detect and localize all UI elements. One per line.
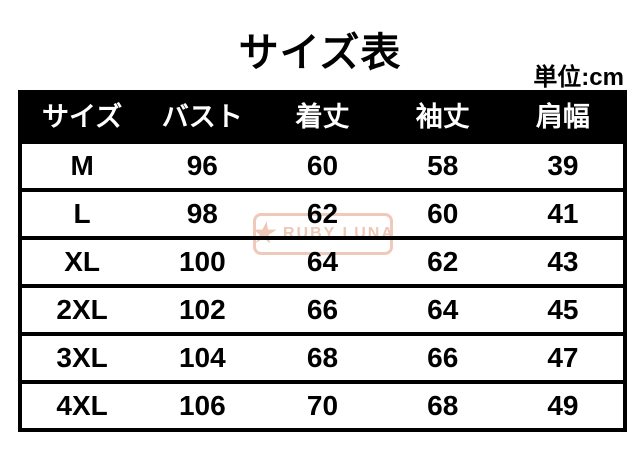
header-cell-size: サイズ [42, 101, 123, 132]
unit-label: 単位:cm [533, 64, 624, 91]
cell-length: 70 [306, 390, 339, 421]
cell-bust: 104 [178, 342, 226, 373]
cell-size: XL [64, 246, 100, 277]
cell-bust: 106 [178, 390, 226, 421]
cell-bust: 96 [186, 150, 218, 181]
cell-sleeve: 62 [427, 246, 459, 277]
cell-length: 68 [306, 342, 339, 373]
cell-bust: 100 [178, 246, 226, 277]
cell-shoulder: 45 [547, 294, 579, 325]
cell-sleeve: 66 [427, 342, 459, 373]
header-cell-shoulder: 肩幅 [535, 101, 590, 132]
cell-length: 60 [306, 150, 339, 181]
cell-sleeve: 58 [427, 150, 459, 181]
cell-size: 3XL [56, 342, 108, 373]
cell-length: 66 [306, 294, 339, 325]
table-row: L 98 62 60 41 [22, 188, 623, 236]
cell-length: 64 [306, 246, 339, 277]
page-title: サイズ表 [238, 31, 402, 75]
table-row: M 96 60 58 39 [22, 140, 623, 188]
cell-size: 2XL [56, 294, 108, 325]
size-table: サイズ バスト 着丈 袖丈 肩幅 M 96 60 58 39 L 98 62 6… [18, 90, 627, 432]
cell-shoulder: 39 [547, 150, 579, 181]
table-row: 3XL 104 68 66 47 [22, 332, 623, 380]
table-row: 2XL 102 66 64 45 [22, 284, 623, 332]
table-row: XL 100 64 62 43 [22, 236, 623, 284]
cell-bust: 102 [178, 294, 226, 325]
cell-bust: 98 [186, 198, 218, 229]
header-cell-sleeve: 袖丈 [415, 101, 470, 132]
cell-sleeve: 68 [427, 390, 459, 421]
table-header-row: サイズ バスト 着丈 袖丈 肩幅 [22, 94, 623, 140]
cell-shoulder: 47 [547, 342, 579, 373]
header-cell-length: 着丈 [295, 101, 350, 132]
cell-shoulder: 43 [547, 246, 579, 277]
cell-sleeve: 64 [427, 294, 459, 325]
cell-sleeve: 60 [427, 198, 459, 229]
cell-length: 62 [306, 198, 339, 229]
cell-size: M [70, 150, 94, 181]
cell-shoulder: 49 [547, 390, 579, 421]
table-row: 4XL 106 70 68 49 [22, 380, 623, 428]
header-cell-bust: バスト [161, 101, 243, 132]
cell-shoulder: 41 [547, 198, 579, 229]
cell-size: 4XL [56, 390, 108, 421]
cell-size: L [73, 198, 91, 229]
